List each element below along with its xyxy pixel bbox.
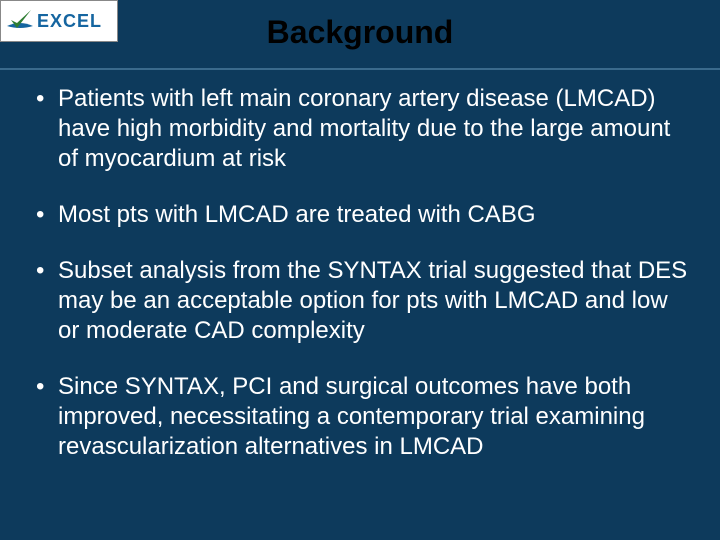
bullet-item: Most pts with LMCAD are treated with CAB… — [30, 200, 690, 230]
slide-title: Background — [267, 14, 454, 51]
bullet-list: Patients with left main coronary artery … — [30, 84, 690, 462]
bullet-item: Patients with left main coronary artery … — [30, 84, 690, 174]
bullet-item: Since SYNTAX, PCI and surgical outcomes … — [30, 372, 690, 462]
bullet-item: Subset analysis from the SYNTAX trial su… — [30, 256, 690, 346]
content-area: Patients with left main coronary artery … — [0, 68, 720, 538]
title-bar: Background — [0, 0, 720, 64]
